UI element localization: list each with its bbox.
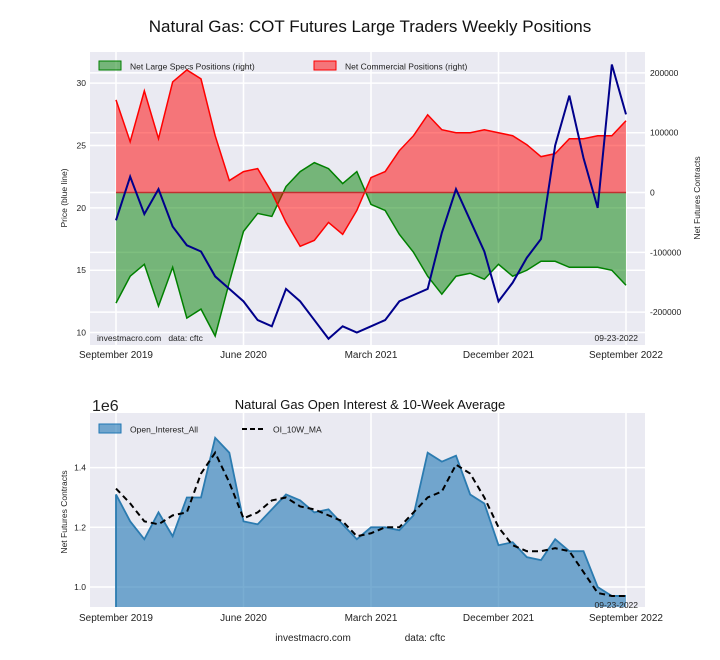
y-right-tick-label: 200000 xyxy=(650,68,679,78)
chart-title: Natural Gas: COT Futures Large Traders W… xyxy=(149,17,592,36)
x-tick-label: March 2021 xyxy=(345,613,398,624)
x-tick-label: June 2020 xyxy=(220,613,267,624)
bottom-chart-title: Natural Gas Open Interest & 10-Week Aver… xyxy=(235,397,506,412)
legend-swatch-oi xyxy=(98,423,122,434)
x-tick-label: September 2022 xyxy=(589,350,663,361)
specs-area xyxy=(116,162,626,337)
y-tick-label: 1.4 xyxy=(74,463,86,473)
left-axis-label: Price (blue line) xyxy=(59,168,69,227)
x-tick-label: December 2021 xyxy=(463,613,535,624)
y-right-tick-label: 100000 xyxy=(650,128,679,138)
footer-source: data: cftc xyxy=(405,633,446,644)
scale-label: 1e6 xyxy=(92,398,119,415)
y-tick-label: 25 xyxy=(77,141,87,151)
legend-swatch-commercial xyxy=(313,60,337,71)
commercial-area xyxy=(116,69,626,247)
legend-label-ma: OI_10W_MA xyxy=(273,425,322,435)
y-right-tick-label: -100000 xyxy=(650,247,681,257)
ma-line xyxy=(115,450,626,597)
legend-label-specs: Net Large Specs Positions (right) xyxy=(130,62,255,72)
y-tick-label: 10 xyxy=(77,328,87,338)
date-stamp: 09-23-2022 xyxy=(595,333,639,343)
bottom-legend: Open_Interest_All OI_10W_MA xyxy=(98,423,322,435)
legend-label-commercial: Net Commercial Positions (right) xyxy=(345,62,468,72)
legend-label-oi: Open_Interest_All xyxy=(130,425,198,435)
x-tick-label: March 2021 xyxy=(345,350,398,361)
specs-line xyxy=(115,161,627,339)
right-axis-label: Net Futures Contracts xyxy=(692,156,702,239)
open-interest-area xyxy=(116,437,626,607)
open-interest-line xyxy=(115,435,626,607)
x-tick-label: June 2020 xyxy=(220,350,267,361)
x-tick-label: September 2019 xyxy=(79,350,153,361)
y-tick-label: 30 xyxy=(77,78,87,88)
y-tick-label: 1.2 xyxy=(74,522,86,532)
y-tick-label: 1.0 xyxy=(74,582,86,592)
x-tick-label: September 2022 xyxy=(589,613,663,624)
y-right-tick-label: 0 xyxy=(650,188,655,198)
price-line xyxy=(115,64,627,341)
top-legend: Net Large Specs Positions (right) Net Co… xyxy=(98,60,468,72)
legend-swatch-specs xyxy=(98,60,122,71)
y-tick-label: 20 xyxy=(77,203,87,213)
footer-site: investmacro.com xyxy=(275,633,351,644)
bottom-date-stamp: 09-23-2022 xyxy=(595,600,639,610)
commercial-line xyxy=(115,69,627,248)
bottom-y-axis-label: Net Futures Contracts xyxy=(59,470,69,553)
x-tick-label: December 2021 xyxy=(463,350,535,361)
y-right-tick-label: -200000 xyxy=(650,307,681,317)
y-tick-label: 15 xyxy=(77,265,87,275)
watermark: investmacro.com data: cftc xyxy=(97,333,204,343)
x-tick-label: September 2019 xyxy=(79,613,153,624)
